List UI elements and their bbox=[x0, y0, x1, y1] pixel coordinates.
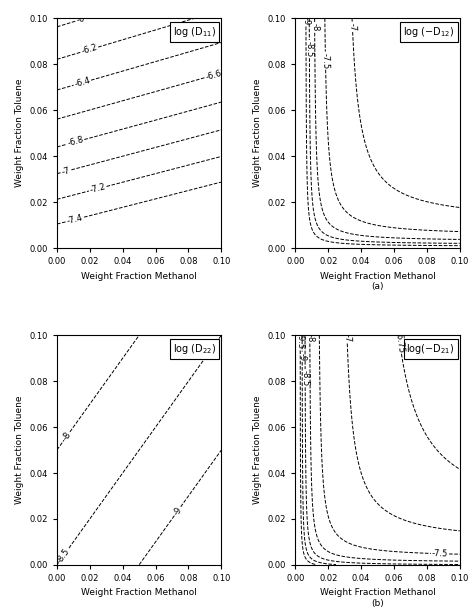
Y-axis label: Weight Fraction Toluene: Weight Fraction Toluene bbox=[15, 79, 24, 187]
Text: -9: -9 bbox=[172, 505, 184, 517]
Text: log (D$_{22}$): log (D$_{22}$) bbox=[173, 342, 217, 356]
Text: -6.6: -6.6 bbox=[205, 69, 223, 82]
Text: -8.5: -8.5 bbox=[55, 546, 72, 565]
Text: -9: -9 bbox=[301, 17, 310, 26]
Text: log (D$_{11}$): log (D$_{11}$) bbox=[173, 25, 217, 39]
Text: log (−D$_{12}$): log (−D$_{12}$) bbox=[403, 25, 455, 39]
Text: -8.5: -8.5 bbox=[301, 370, 310, 386]
Text: -7: -7 bbox=[342, 334, 352, 343]
X-axis label: Weight Fraction Methanol: Weight Fraction Methanol bbox=[81, 271, 197, 281]
Y-axis label: Weight Fraction Toluene: Weight Fraction Toluene bbox=[253, 79, 262, 187]
Text: -6.75: -6.75 bbox=[394, 331, 406, 354]
Text: -7.2: -7.2 bbox=[89, 182, 107, 195]
Text: -6.8: -6.8 bbox=[66, 136, 84, 149]
Text: -9.5: -9.5 bbox=[296, 333, 305, 349]
Text: -6.2: -6.2 bbox=[81, 43, 99, 56]
X-axis label: Weight Fraction Methanol
(b): Weight Fraction Methanol (b) bbox=[319, 588, 436, 608]
Text: -8: -8 bbox=[310, 23, 319, 32]
Text: -7.5: -7.5 bbox=[321, 52, 330, 69]
Text: -6.4: -6.4 bbox=[73, 76, 91, 89]
Text: -7.5: -7.5 bbox=[432, 549, 448, 559]
X-axis label: Weight Fraction Methanol
(a): Weight Fraction Methanol (a) bbox=[319, 271, 436, 291]
Y-axis label: Weight Fraction Toluene: Weight Fraction Toluene bbox=[15, 396, 24, 504]
Text: -9: -9 bbox=[298, 352, 307, 361]
Text: -8.5: -8.5 bbox=[305, 41, 314, 57]
Text: -8: -8 bbox=[305, 334, 314, 343]
Y-axis label: Weight Fraction Toluene: Weight Fraction Toluene bbox=[253, 396, 262, 504]
Text: -8: -8 bbox=[61, 430, 73, 442]
Text: -6: -6 bbox=[75, 14, 86, 25]
Text: log(−D$_{21}$): log(−D$_{21}$) bbox=[407, 342, 455, 356]
Text: -7: -7 bbox=[61, 166, 72, 177]
Text: -7.4: -7.4 bbox=[66, 213, 84, 226]
X-axis label: Weight Fraction Methanol: Weight Fraction Methanol bbox=[81, 588, 197, 597]
Text: -7: -7 bbox=[348, 23, 357, 31]
